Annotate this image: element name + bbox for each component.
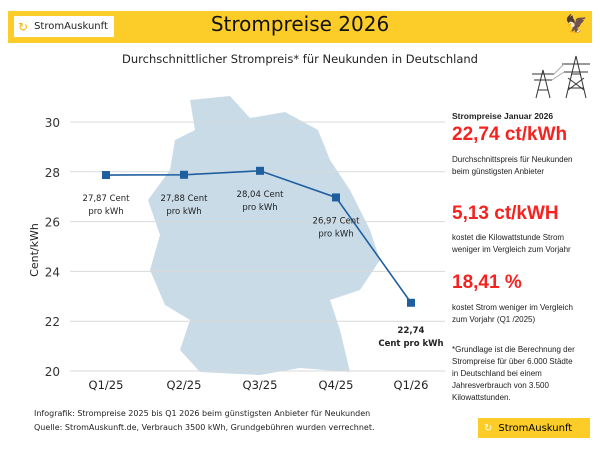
x-tick-label: Q1/25 xyxy=(89,378,124,392)
data-label: 27,87 Cent xyxy=(83,194,131,204)
data-label: pro kWh xyxy=(318,229,353,239)
data-label: pro kWh xyxy=(166,207,201,217)
eagle-icon: 🦅 xyxy=(565,14,588,35)
data-label: 26,97 Cent xyxy=(313,216,361,226)
brand-name: StromAuskunft xyxy=(34,21,108,32)
y-tick-label: 22 xyxy=(45,315,60,329)
y-tick-label: 26 xyxy=(45,216,60,230)
logo-icon: ↻ xyxy=(18,19,29,34)
data-label: 27,88 Cent xyxy=(161,194,209,204)
side-text-2: kostet die Kilowattstunde Strom weniger i… xyxy=(452,233,571,254)
data-label: Cent pro kWh xyxy=(378,339,443,349)
data-label: 28,04 Cent xyxy=(237,190,285,200)
side-value-price: 22,74 ct/kWh xyxy=(452,124,568,145)
y-tick-label: 30 xyxy=(45,116,60,130)
data-point xyxy=(102,171,110,180)
chart-subtitle: Durchschnittlicher Strompreis* für Neuku… xyxy=(122,52,478,66)
footer: Infografik: Strompreise 2025 bis Q1 2026… xyxy=(34,407,375,435)
logo-icon: ↻ xyxy=(484,422,493,434)
data-point xyxy=(256,166,264,175)
brand-logo[interactable]: ↻ StromAuskunft xyxy=(14,16,114,37)
data-point xyxy=(180,170,188,179)
footer-infographic: Infografik: Strompreise 2025 bis Q1 2026… xyxy=(34,409,371,418)
footer-logo[interactable]: ↻ StromAuskunft xyxy=(478,418,590,438)
y-tick-label: 28 xyxy=(45,166,60,180)
y-tick-label: 20 xyxy=(45,365,60,379)
data-label: pro kWh xyxy=(242,203,277,213)
side-value-percent: 18,41 % xyxy=(452,272,522,293)
y-axis-label: Cent/kWh xyxy=(28,223,41,277)
side-heading: Strompreise Januar 2026 xyxy=(452,111,554,121)
power-tower-icon xyxy=(532,55,590,99)
data-point xyxy=(332,193,340,202)
y-tick-label: 24 xyxy=(45,265,60,279)
side-value-diff: 5,13 ct/kWH xyxy=(452,203,559,224)
data-label: pro kWh xyxy=(88,207,123,217)
side-text-3: kostet Strom weniger im Vergleich zum Vor… xyxy=(452,303,573,324)
footer-source: Quelle: StromAuskunft.de, Verbrauch 3500… xyxy=(34,423,375,432)
x-tick-label: Q1/26 xyxy=(394,378,429,392)
side-text-1: Durchschnittspreis für Neukunden beim gün… xyxy=(452,155,573,176)
footnote: *Grundlage ist die Berechnung der Strompr… xyxy=(452,345,575,402)
x-tick-label: Q2/25 xyxy=(167,378,202,392)
data-point xyxy=(407,298,415,307)
line-chart: 20 22 24 26 28 30 Q1/25 Q2/25 Q3/25 Q4/25 Q1/26 27,… xyxy=(28,96,445,392)
page-title: Strompreise 2026 xyxy=(210,12,390,36)
data-label: 22,74 xyxy=(398,326,425,336)
x-tick-label: Q3/25 xyxy=(243,378,278,392)
x-tick-label: Q4/25 xyxy=(319,378,354,392)
germany-map xyxy=(148,96,380,375)
